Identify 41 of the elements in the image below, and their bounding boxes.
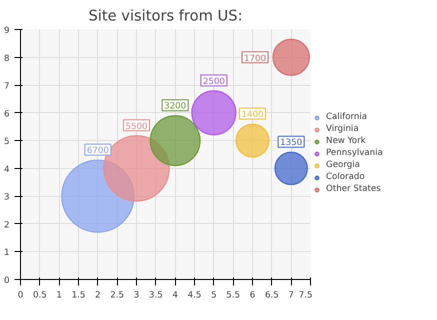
y-tick-label: 3 bbox=[4, 192, 10, 203]
x-tick-label: 2 bbox=[95, 290, 101, 300]
legend-label: Colorado bbox=[326, 172, 365, 182]
x-tick-label: 4.5 bbox=[188, 290, 202, 300]
legend-label: California bbox=[326, 112, 368, 122]
y-tick-label: 1 bbox=[4, 248, 10, 258]
x-tick-label: 0.5 bbox=[32, 290, 47, 300]
data-label: 2500 bbox=[202, 76, 225, 87]
y-tick-label: 2 bbox=[4, 220, 10, 230]
x-tick-label: 5.5 bbox=[226, 290, 240, 300]
chart-title: Site visitors from US: bbox=[88, 8, 243, 24]
x-tick-label: 0 bbox=[18, 290, 24, 300]
x-tick-label: 2.5 bbox=[110, 290, 124, 300]
x-tick-label: 6.5 bbox=[264, 290, 279, 300]
data-label: 5500 bbox=[125, 122, 148, 132]
y-tick-label: 9 bbox=[4, 26, 10, 36]
y-tick-label: 6 bbox=[4, 109, 10, 120]
y-tick-label: 5 bbox=[4, 137, 10, 148]
x-tick-label: 3 bbox=[134, 290, 140, 300]
x-tick-label: 1.5 bbox=[72, 290, 86, 300]
y-tick-label: 7 bbox=[4, 82, 10, 92]
legend-label: Other States bbox=[326, 184, 381, 194]
legend-label: Pennsylvania bbox=[326, 148, 383, 158]
legend-label: New York bbox=[326, 136, 366, 146]
data-label: 6700 bbox=[86, 146, 109, 156]
x-tick-label: 3.5 bbox=[148, 290, 163, 300]
y-tick-label: 4 bbox=[4, 164, 10, 175]
data-label: 1350 bbox=[280, 138, 302, 148]
x-tick-label: 7.5 bbox=[298, 290, 313, 300]
x-tick-label: 6 bbox=[250, 290, 256, 300]
legend-label: Virginia bbox=[326, 124, 359, 134]
data-label: 1400 bbox=[241, 110, 264, 120]
data-label: 3200 bbox=[164, 102, 186, 112]
x-tick-label: 5 bbox=[211, 290, 217, 300]
y-tick-label: 0 bbox=[4, 276, 10, 286]
x-tick-label: 4 bbox=[172, 290, 178, 300]
legend-label: Georgia bbox=[326, 160, 360, 170]
data-label: 1700 bbox=[244, 54, 266, 64]
x-tick-label: 7 bbox=[288, 290, 294, 300]
x-tick-label: 1 bbox=[56, 290, 62, 300]
y-tick-label: 8 bbox=[4, 54, 10, 64]
